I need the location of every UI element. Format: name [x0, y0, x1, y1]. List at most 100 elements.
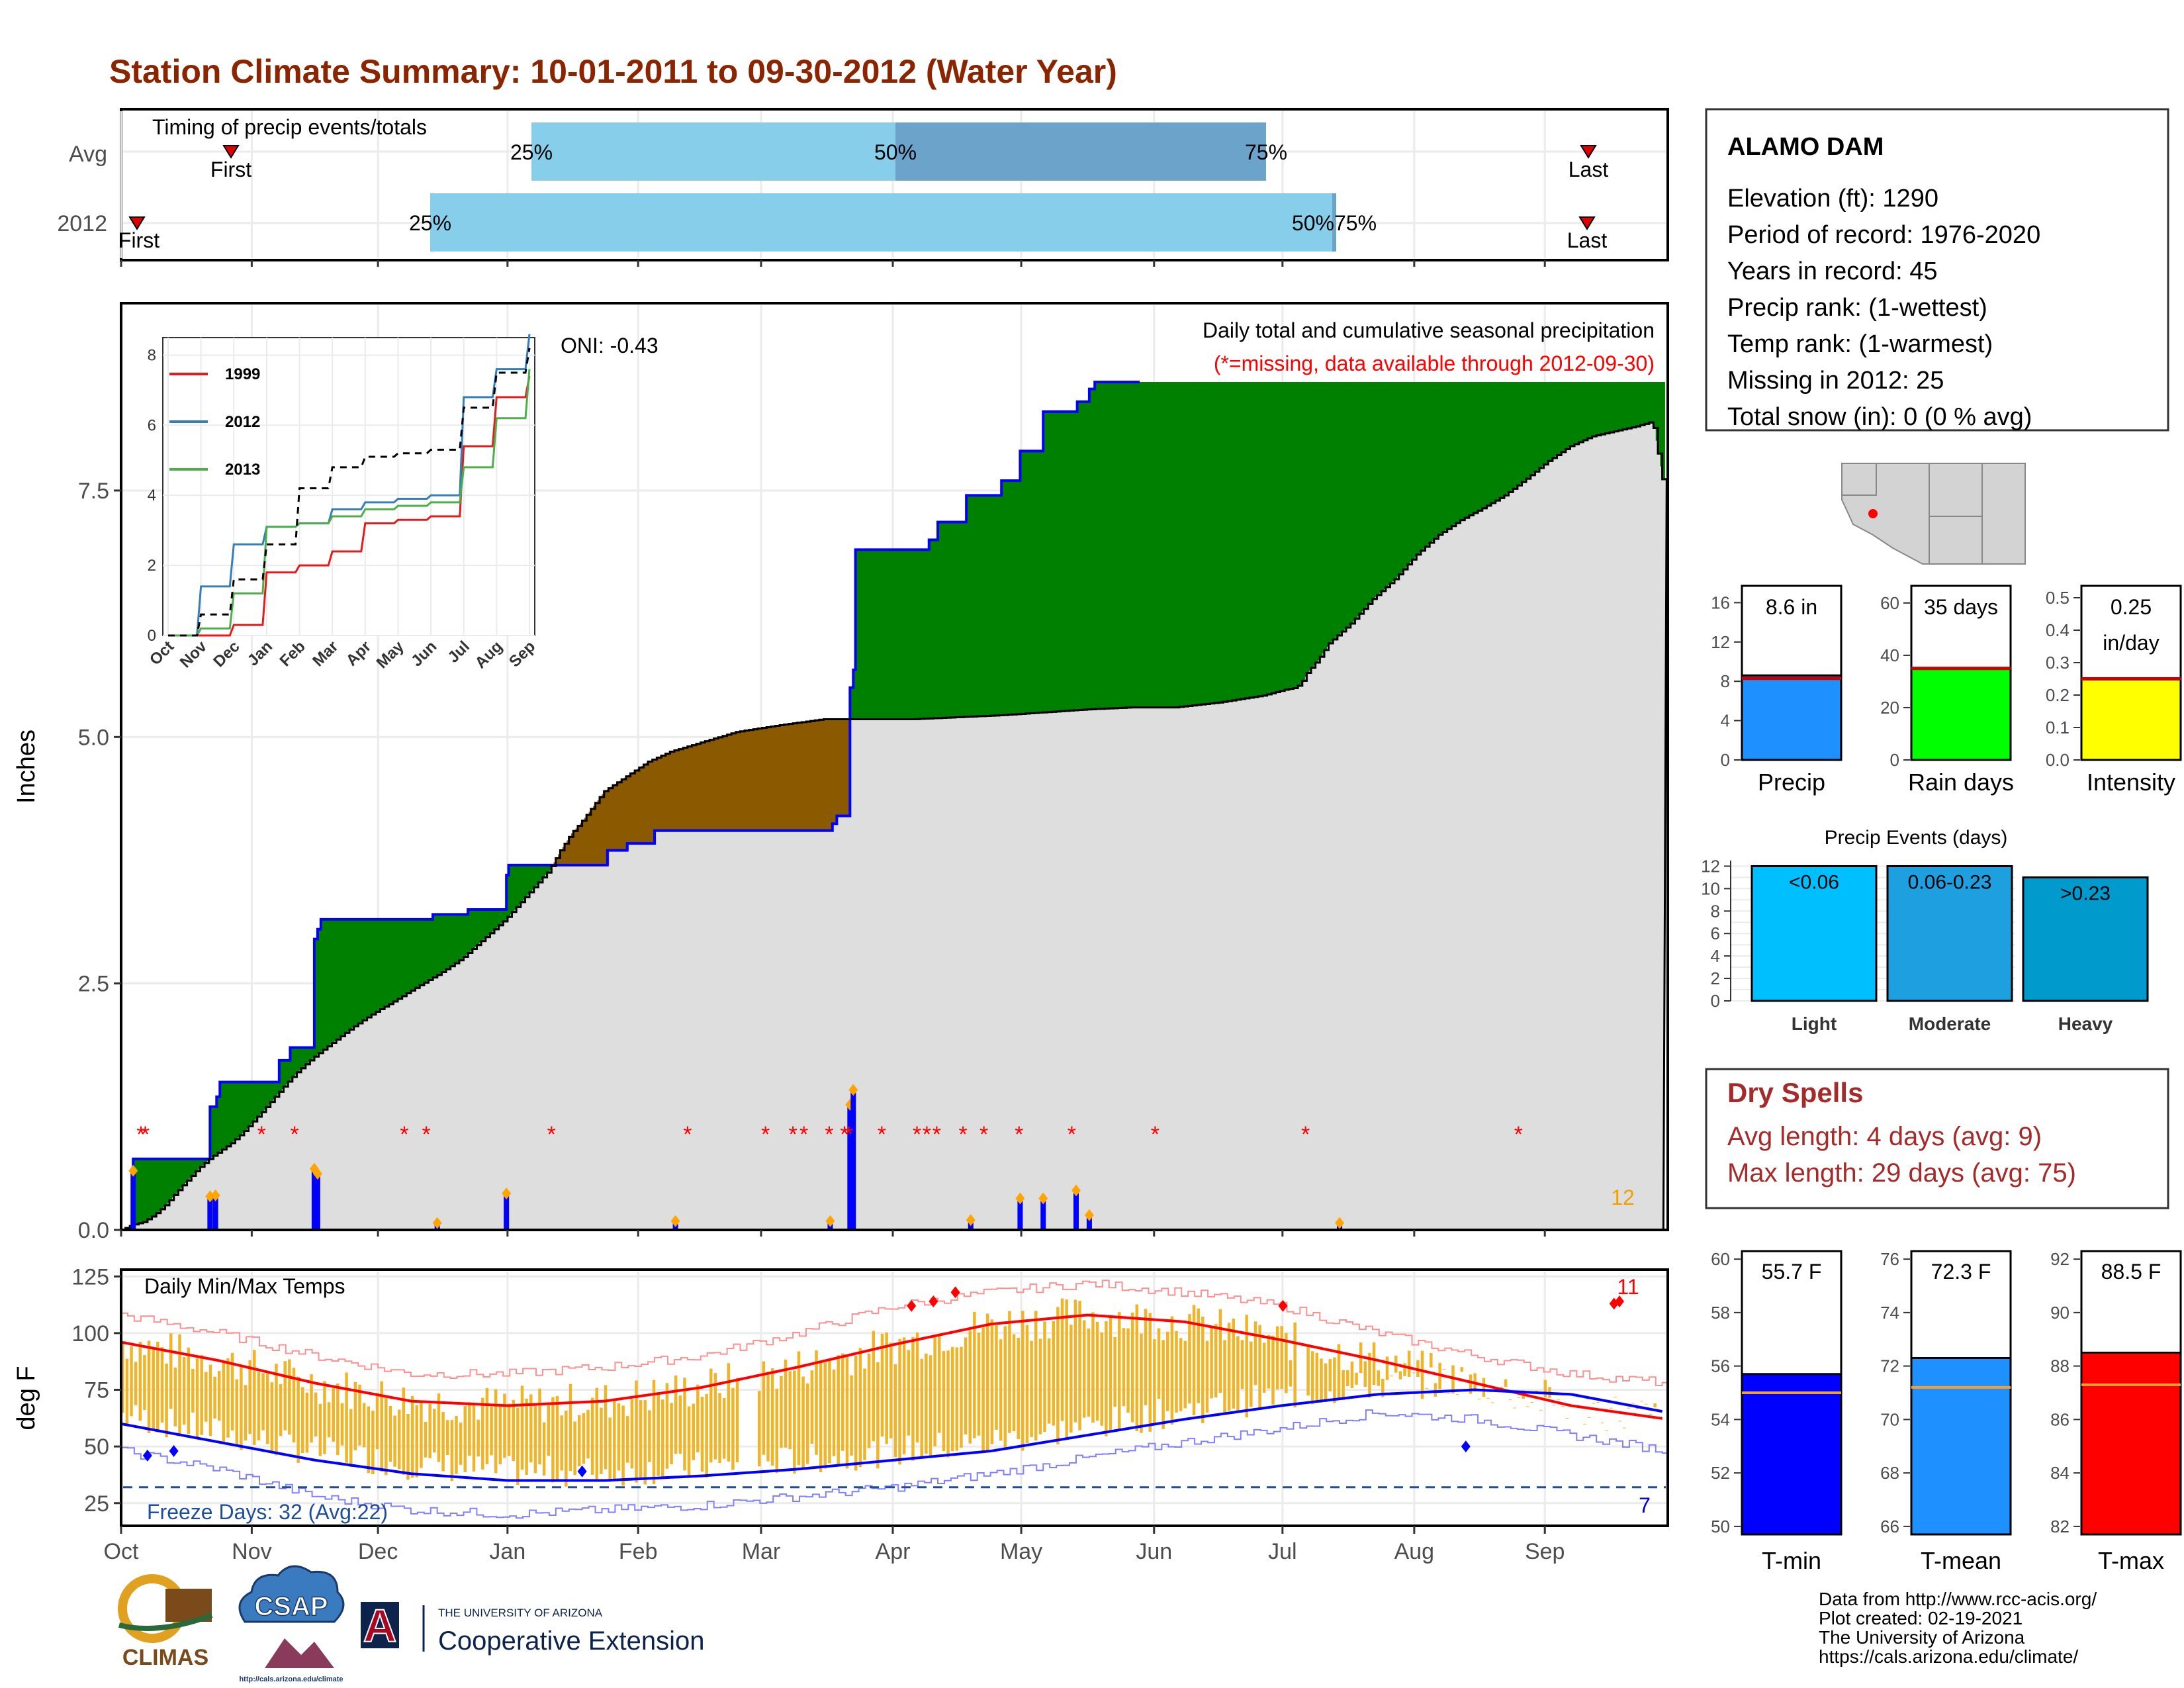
daily-temp-bar: [938, 1334, 941, 1433]
daily-temp-bar: [1425, 1387, 1428, 1389]
daily-temp-bar: [1148, 1313, 1152, 1432]
precip-above-avg-area: [270, 1082, 273, 1102]
precip-above-avg-area: [1651, 382, 1655, 422]
daily-temp-bar: [459, 1423, 463, 1465]
precip-above-avg-area: [1453, 382, 1457, 525]
record-high-marker: [950, 1286, 960, 1299]
daily-temp-bar: [125, 1358, 129, 1424]
daily-temp-bar: [1363, 1361, 1367, 1387]
missing-data-star: *: [933, 1122, 941, 1147]
precip-above-avg-area: [1218, 382, 1222, 703]
precip-above-avg-area: [913, 549, 917, 720]
daily-temp-bar: [410, 1395, 414, 1478]
daily-temp-bar: [692, 1403, 695, 1460]
precip-below-avg-area: [665, 753, 668, 831]
daily-temp-bar: [428, 1403, 432, 1458]
precip-below-avg-area: [657, 757, 660, 831]
precip-above-avg-area: [485, 909, 488, 937]
footer-line-3: The University of Arizona: [1819, 1627, 2025, 1648]
events-bar-label: <0.06: [1789, 871, 1839, 893]
daily-temp-bar: [1240, 1340, 1244, 1389]
precip-above-avg-area: [1348, 382, 1351, 626]
precip-above-avg-area: [448, 914, 451, 968]
precip-below-avg-area: [586, 814, 590, 865]
precip-above-avg-area: [870, 549, 873, 720]
precip-above-avg-area: [1359, 382, 1363, 614]
precip-below-avg-area: [805, 722, 809, 831]
precip-above-avg-area: [1490, 382, 1494, 504]
daily-temp-bar: [885, 1332, 888, 1444]
daily-temp-bar: [985, 1313, 989, 1450]
temp-summary-ytick-label: 92: [2050, 1249, 2070, 1269]
daily-temp-bar: [296, 1376, 300, 1463]
precip-above-avg-area: [1388, 382, 1391, 585]
daily-temp-bar: [1197, 1308, 1200, 1403]
inset-legend-label: 1999: [225, 365, 260, 383]
precip-above-avg-area: [413, 919, 416, 990]
precip-above-avg-area: [445, 914, 449, 970]
daily-precip-marker: [966, 1214, 976, 1227]
daily-temp-bar: [305, 1392, 309, 1453]
precip-above-avg-area: [382, 919, 385, 1008]
precip-above-avg-area: [964, 522, 967, 717]
precip-above-avg-area: [1298, 382, 1301, 686]
precip-above-avg-area: [147, 1158, 150, 1219]
precip-below-avg-area: [817, 720, 820, 831]
daily-temp-bar: [385, 1396, 388, 1476]
daily-temp-bar: [195, 1358, 199, 1438]
precip-above-avg-area: [1201, 382, 1205, 705]
precip-below-avg-area: [705, 741, 708, 831]
precip-below-avg-area: [815, 720, 818, 831]
daily-temp-bar: [731, 1387, 735, 1470]
precip-above-avg-area: [540, 865, 543, 880]
precip-below-avg-area: [758, 728, 761, 831]
daily-precip-marker: [128, 1164, 138, 1177]
csap-url-text: http://cals.arizona.edu/climate: [239, 1675, 343, 1683]
daily-temp-bar: [735, 1378, 739, 1463]
precip-above-avg-area: [261, 1082, 265, 1112]
precip-above-avg-area: [1357, 382, 1360, 616]
daily-temp-bar: [445, 1420, 449, 1455]
daily-precip-bar: [1040, 1200, 1046, 1230]
precip-above-avg-area: [1482, 382, 1485, 508]
precip-above-avg-area: [1333, 382, 1336, 639]
precip-above-avg-area: [935, 539, 938, 718]
precip-below-avg-area: [659, 757, 662, 831]
precip-above-avg-area: [193, 1158, 197, 1174]
precip-above-avg-area: [1658, 382, 1661, 454]
precip-above-avg-area: [244, 1082, 247, 1131]
daily-temp-bar: [1543, 1380, 1547, 1397]
precip-above-avg-area: [1126, 382, 1130, 708]
daily-temp-bar: [1236, 1336, 1240, 1411]
precip-above-avg-area: [1124, 382, 1128, 708]
daily-temp-bar: [1430, 1352, 1433, 1368]
station-name: ALAMO DAM: [1727, 133, 1884, 161]
precip-below-avg-area: [617, 782, 620, 851]
daily-temp-bar: [1091, 1312, 1095, 1423]
daily-temp-bar: [722, 1397, 726, 1459]
precip-below-avg-area: [731, 733, 735, 831]
events-ytick-label: 10: [1701, 878, 1720, 898]
precip-above-avg-area: [1610, 382, 1613, 433]
daily-temp-bar: [1223, 1340, 1226, 1415]
daily-temp-bar: [960, 1346, 963, 1448]
precip-above-avg-area: [1008, 481, 1011, 715]
precip-below-avg-area: [839, 719, 842, 816]
precip-above-avg-area: [1210, 382, 1213, 704]
precip-above-avg-area: [1177, 382, 1180, 708]
precip-below-avg-area: [602, 794, 605, 865]
precip-above-avg-area: [858, 549, 862, 720]
precip-below-avg-area: [692, 745, 695, 831]
precip-above-avg-area: [1352, 382, 1356, 622]
precip-above-avg-area: [1146, 382, 1150, 708]
daily-temp-bar: [1324, 1363, 1328, 1403]
daily-temp-bar: [981, 1327, 985, 1451]
precip-above-avg-area: [545, 865, 548, 875]
daily-temp-bar: [244, 1385, 248, 1441]
precip-above-avg-area: [1350, 382, 1353, 624]
daily-temp-bar: [1095, 1321, 1099, 1421]
precip-above-avg-area: [1458, 382, 1461, 522]
daily-temp-bar: [270, 1382, 274, 1452]
precip-above-avg-area: [1493, 382, 1496, 502]
daily-temp-bar: [340, 1403, 344, 1446]
